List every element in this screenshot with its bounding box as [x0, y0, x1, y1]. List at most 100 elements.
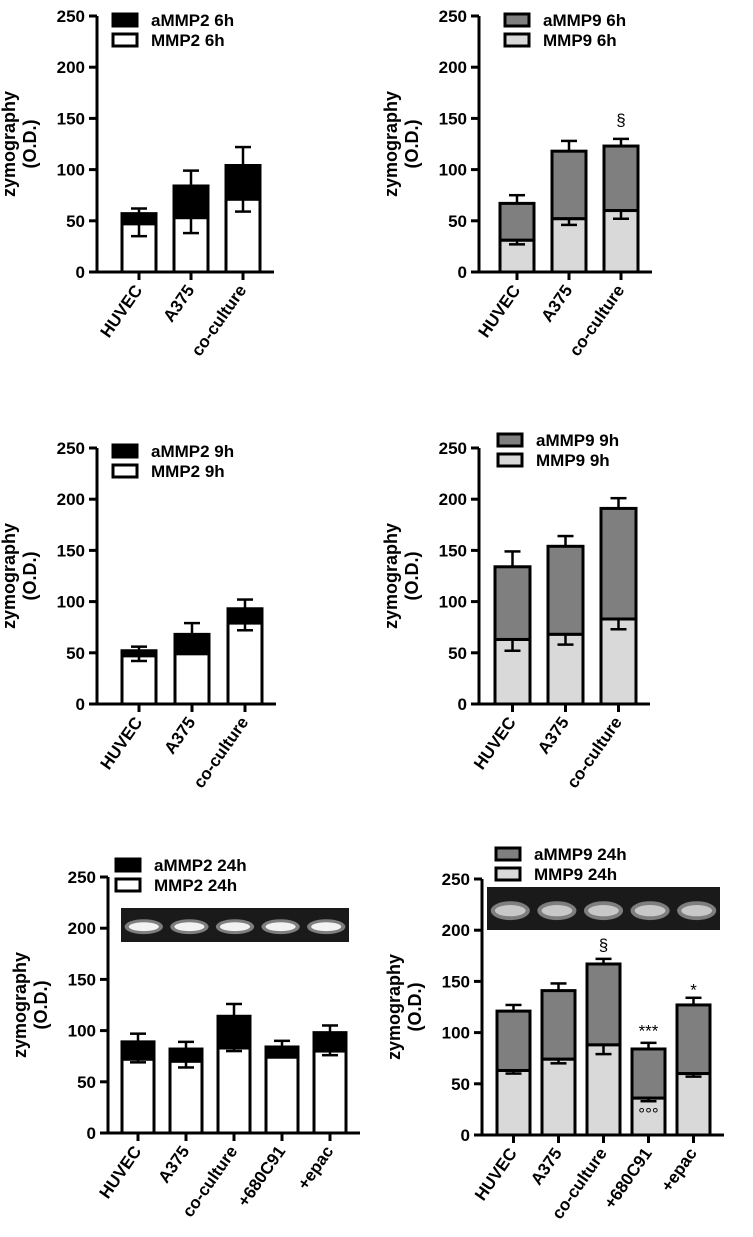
y-tick-label: 150 — [439, 109, 467, 128]
bar-segment-2 — [602, 144, 640, 213]
legend-swatch — [496, 432, 524, 448]
y-tick-label: 100 — [442, 1024, 470, 1043]
y-tick-label: 0 — [461, 1126, 470, 1145]
x-tick-label: HUVEC — [96, 1142, 146, 1202]
bar-segment-0 — [495, 1009, 532, 1072]
bar-segment-1 — [172, 184, 210, 220]
blot-band — [128, 922, 159, 932]
bar-segment-base — [599, 617, 638, 706]
y-tick-label: 50 — [66, 212, 85, 231]
x-tick-label: HUVEC — [475, 281, 525, 341]
bar-segment-0 — [498, 201, 536, 242]
x-tick-label: A375 — [527, 1144, 566, 1188]
bar-segment-3 — [630, 1047, 667, 1100]
bar-segment-base — [312, 1049, 348, 1135]
blot-band — [681, 905, 713, 917]
chart-panel-panel-mmp9-6h: 0 50 100 150 200 250 zymography (O.D.) HUVEC A375… — [381, 7, 652, 360]
y-tick-label: 150 — [439, 541, 467, 560]
y-tick-label: 150 — [57, 541, 85, 560]
legend-label: MMP9 6h — [543, 31, 617, 50]
blot-band — [311, 922, 342, 932]
y-tick-label: 200 — [439, 58, 467, 77]
chart-panel-panel-mmp2-9h: 0 50 100 150 200 250 zymography (O.D.) HUVEC A375… — [0, 439, 276, 792]
legend-swatch — [114, 877, 142, 893]
y-axis-label: (O.D.) — [20, 552, 40, 601]
y-axis-label: (O.D.) — [20, 120, 40, 169]
bar-segment-1 — [546, 544, 585, 636]
y-tick-label: 200 — [57, 58, 85, 77]
blot-band — [588, 905, 619, 917]
x-tick-label: A375 — [537, 281, 576, 325]
bar-segment-0 — [120, 212, 158, 226]
legend-swatch — [503, 12, 531, 28]
blot-band — [219, 922, 251, 932]
blot-band — [494, 905, 526, 917]
bar-segment-4 — [675, 1003, 712, 1076]
bar-segment-1 — [168, 1047, 204, 1063]
legend-label: MMP2 6h — [151, 31, 225, 50]
legend-label: MMP9 9h — [536, 451, 610, 470]
legend-swatch — [111, 443, 139, 459]
bar-segment-2 — [599, 506, 638, 621]
legend-swatch — [114, 857, 142, 873]
y-axis-label: (O.D.) — [402, 552, 422, 601]
bar-segment-1 — [540, 989, 577, 1061]
blot-band — [265, 922, 296, 932]
chart-panel-panel-mmp9-9h: 0 50 100 150 200 250 zymography (O.D.) HUVEC A375… — [381, 431, 650, 792]
y-tick-label: 100 — [439, 161, 467, 180]
y-axis-label: (O.D.) — [31, 981, 51, 1030]
bar-segment-base — [495, 1068, 532, 1137]
y-tick-label: 100 — [439, 593, 467, 612]
x-tick-label: +680C91 — [234, 1142, 289, 1210]
y-axis-label: zymography — [381, 91, 401, 197]
bar-segment-0 — [493, 565, 532, 641]
bar-segment-4 — [312, 1031, 348, 1053]
y-tick-label: 50 — [77, 1073, 96, 1092]
y-tick-label: 50 — [66, 644, 85, 663]
x-tick-label: +epac — [294, 1142, 337, 1193]
legend-label: aMMP2 24h — [154, 856, 247, 875]
y-axis-label: (O.D.) — [405, 983, 425, 1032]
y-tick-label: 250 — [439, 439, 467, 458]
legend-swatch — [494, 846, 522, 862]
y-tick-label: 50 — [451, 1075, 470, 1094]
x-tick-label: co-culture — [190, 713, 253, 791]
bar-segment-1 — [173, 632, 211, 656]
blot-band — [174, 922, 205, 932]
y-tick-label: 150 — [57, 109, 85, 128]
bar-segment-base — [585, 1043, 622, 1137]
y-axis-label: zymography — [10, 952, 30, 1058]
significance-marker: * — [690, 981, 697, 1000]
y-tick-label: 0 — [458, 695, 467, 714]
y-tick-label: 50 — [448, 644, 467, 663]
y-axis-label: zymography — [0, 523, 19, 629]
y-tick-label: 200 — [68, 919, 96, 938]
x-tick-label: A375 — [159, 281, 198, 325]
bar-segment-base — [168, 1059, 204, 1135]
legend-label: aMMP2 9h — [151, 442, 234, 461]
y-tick-label: 200 — [439, 490, 467, 509]
legend-swatch — [503, 32, 531, 48]
x-tick-label: co-culture — [563, 713, 626, 791]
y-tick-label: 200 — [57, 490, 85, 509]
y-tick-label: 100 — [57, 593, 85, 612]
y-tick-label: 150 — [68, 970, 96, 989]
legend-label: aMMP9 24h — [534, 845, 627, 864]
y-tick-label: 250 — [57, 439, 85, 458]
legend-swatch — [111, 12, 139, 28]
legend-label: aMMP9 9h — [536, 431, 619, 450]
legend-label: aMMP2 6h — [151, 11, 234, 30]
x-tick-label: HUVEC — [471, 1144, 521, 1204]
y-tick-label: 250 — [57, 7, 85, 26]
bar-segment-3 — [264, 1045, 300, 1059]
x-tick-label: HUVEC — [97, 281, 147, 341]
bar-segment-2 — [224, 164, 262, 201]
y-tick-label: 250 — [439, 7, 467, 26]
y-tick-label: 50 — [448, 212, 467, 231]
x-tick-label: A375 — [534, 713, 573, 757]
bar-segment-base — [173, 652, 211, 706]
bar-segment-base — [120, 1057, 156, 1135]
y-axis-label: zymography — [384, 954, 404, 1060]
legend-label: MMP2 9h — [151, 462, 225, 481]
